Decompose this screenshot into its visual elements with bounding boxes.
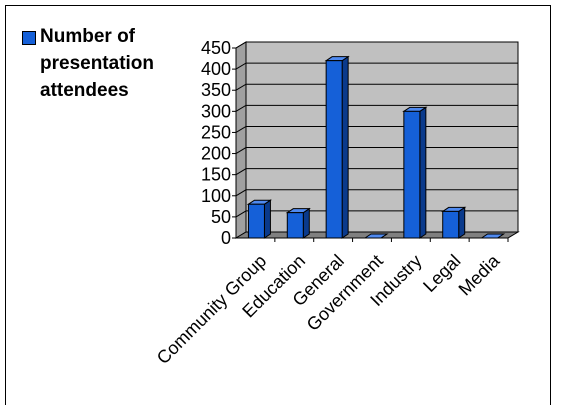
bar-side bbox=[458, 206, 466, 239]
bar-side bbox=[341, 55, 349, 239]
y-tick-label: 200 bbox=[201, 144, 231, 164]
y-tick-label: 0 bbox=[221, 228, 231, 248]
bar-front bbox=[442, 210, 460, 239]
bar bbox=[363, 233, 389, 239]
bar bbox=[285, 207, 311, 239]
bar-front bbox=[286, 212, 304, 239]
y-tick-label: 300 bbox=[201, 101, 231, 121]
gridline bbox=[235, 41, 518, 49]
bar bbox=[246, 199, 273, 239]
gridline bbox=[235, 125, 518, 133]
y-tick-label: 100 bbox=[201, 186, 231, 206]
bar-top bbox=[479, 233, 506, 239]
bar bbox=[479, 233, 506, 239]
gridline bbox=[235, 62, 518, 70]
plot-back-wall bbox=[245, 41, 519, 233]
bar-front bbox=[325, 60, 343, 239]
bar-side bbox=[263, 199, 271, 239]
y-tick-label: 450 bbox=[201, 38, 231, 58]
bar-top bbox=[363, 233, 389, 239]
bar bbox=[402, 106, 428, 239]
bar bbox=[441, 206, 467, 239]
legend-swatch bbox=[22, 31, 36, 45]
gridline bbox=[235, 83, 518, 91]
gridline bbox=[235, 189, 518, 197]
y-tick-label: 350 bbox=[201, 80, 231, 100]
y-tick-label: 250 bbox=[201, 122, 231, 142]
y-tick-label: 50 bbox=[211, 207, 231, 227]
gridline bbox=[235, 104, 518, 112]
bar-front bbox=[247, 203, 265, 239]
bar-front bbox=[403, 110, 421, 239]
x-tick-label: Media bbox=[455, 250, 505, 300]
plot-side-wall bbox=[235, 41, 247, 239]
gridline bbox=[235, 168, 518, 176]
gridline bbox=[235, 147, 518, 154]
legend-label: Number of presentation attendees bbox=[40, 26, 155, 101]
bar bbox=[324, 55, 350, 239]
bar-side bbox=[302, 207, 310, 239]
bar-side bbox=[419, 106, 427, 239]
y-tick-label: 150 bbox=[201, 165, 231, 185]
y-tick-label: 400 bbox=[201, 59, 231, 79]
gridline bbox=[235, 210, 518, 218]
